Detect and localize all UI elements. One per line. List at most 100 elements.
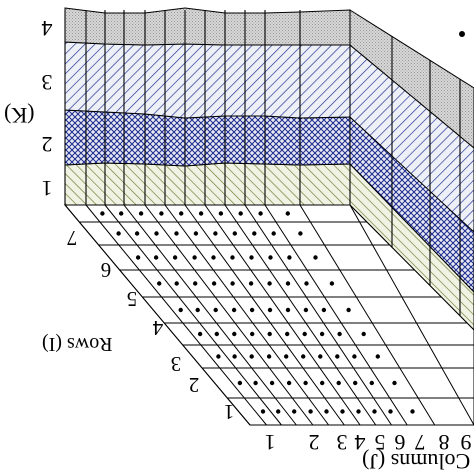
grid-node	[276, 409, 281, 414]
grid-node	[135, 255, 141, 260]
grid-node	[267, 307, 273, 313]
grid-node	[286, 380, 292, 386]
layer-labels: 1 2 3 4	[42, 16, 53, 201]
grid-node	[179, 211, 184, 216]
grid-node	[232, 354, 237, 359]
column-label: 7	[415, 430, 426, 455]
grid-node	[237, 380, 243, 386]
grid-node	[193, 231, 199, 236]
grid-node	[213, 307, 218, 313]
grid-node	[198, 211, 204, 216]
column-label: 2	[309, 430, 320, 455]
grid-node	[301, 354, 306, 359]
grid-node	[232, 231, 237, 236]
grid-node	[249, 255, 254, 260]
column-label: 6	[395, 430, 406, 455]
layer-3-front-face	[64, 41, 351, 119]
grid-node	[302, 331, 307, 337]
grid-node	[369, 380, 374, 386]
grid-node	[195, 307, 200, 313]
grid-node	[356, 409, 361, 414]
grid-node	[218, 211, 224, 216]
grid-node	[153, 255, 159, 260]
grid-node	[250, 331, 255, 337]
grid-node-markers	[100, 211, 415, 414]
grid-node	[308, 409, 313, 414]
grid-node	[159, 211, 164, 216]
grid-node	[174, 281, 179, 286]
grid-node	[285, 307, 291, 313]
grid-node	[292, 409, 297, 414]
column-axis-label: Columns (J)	[362, 449, 470, 474]
grid-node	[353, 380, 358, 386]
grid-node	[361, 331, 366, 337]
grid-node	[258, 211, 263, 216]
grid-node	[134, 231, 140, 236]
grid-node	[352, 354, 357, 359]
grid-node	[216, 354, 221, 359]
grid-node	[267, 331, 272, 337]
column-label: 5	[375, 430, 386, 455]
grid-node	[232, 331, 237, 337]
grid-node	[375, 354, 380, 359]
grid-node	[335, 354, 340, 359]
grid-node	[266, 354, 272, 359]
row-label: 7	[67, 226, 78, 250]
grid-node	[287, 255, 292, 260]
cell-column-dividers	[64, 10, 461, 316]
column-label: 1	[265, 430, 276, 455]
grid-node	[319, 331, 325, 337]
layer-axis-label: (K)	[4, 103, 35, 128]
base-grid-lines	[64, 204, 474, 426]
grid-node	[346, 307, 351, 313]
grid-node	[197, 331, 203, 337]
grid-node	[230, 255, 235, 260]
grid-node	[318, 354, 323, 359]
row-label: 4	[152, 316, 163, 340]
grid-node	[285, 281, 291, 286]
grid-node	[285, 331, 290, 337]
grid-node	[324, 409, 329, 414]
grid-node	[172, 255, 178, 260]
column-label: 8	[439, 430, 450, 455]
layer-1-front-face	[64, 162, 351, 206]
column-label: 3	[337, 430, 348, 455]
grid-node	[157, 281, 162, 286]
row-axis-label: Rows (I)	[42, 333, 113, 355]
grid-node	[340, 409, 345, 414]
grid-node	[410, 409, 415, 414]
grid-node	[284, 354, 289, 359]
grid-node	[249, 354, 254, 359]
grid-node	[337, 331, 342, 337]
row-label: 1	[224, 400, 235, 424]
grid-node	[320, 380, 325, 386]
grid-node	[269, 380, 275, 386]
column-label: 9	[461, 430, 472, 455]
grid-node	[392, 380, 397, 386]
legend-dot-marker	[459, 31, 465, 37]
grid-node	[193, 281, 198, 286]
grid-node	[298, 231, 303, 236]
grid-node	[248, 281, 254, 286]
grid-node	[249, 307, 255, 313]
grid-node	[192, 255, 197, 260]
layer-label: 4	[42, 16, 53, 41]
grid-node	[329, 281, 335, 286]
grid-node	[260, 409, 266, 414]
grid-node	[336, 380, 341, 386]
grid-node	[313, 255, 318, 260]
layer-2-front-face	[64, 109, 351, 167]
grid-node	[372, 409, 377, 414]
grid-node	[285, 211, 290, 216]
column-label: 4	[355, 430, 366, 455]
layer-label: 3	[42, 70, 53, 95]
grid-node	[231, 307, 237, 313]
grid-node	[178, 307, 183, 313]
grid-node	[304, 281, 309, 286]
grid-node	[253, 380, 258, 386]
grid-node	[116, 231, 121, 236]
row-label: 3	[171, 352, 182, 376]
